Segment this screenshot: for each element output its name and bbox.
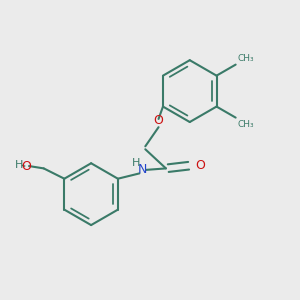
Text: N: N (138, 164, 147, 176)
Text: H: H (14, 160, 23, 170)
Text: O: O (195, 159, 205, 172)
Text: H: H (131, 158, 140, 168)
Text: CH₃: CH₃ (237, 54, 254, 63)
Text: O: O (154, 114, 164, 127)
Text: O: O (21, 160, 31, 172)
Text: CH₃: CH₃ (237, 120, 254, 129)
